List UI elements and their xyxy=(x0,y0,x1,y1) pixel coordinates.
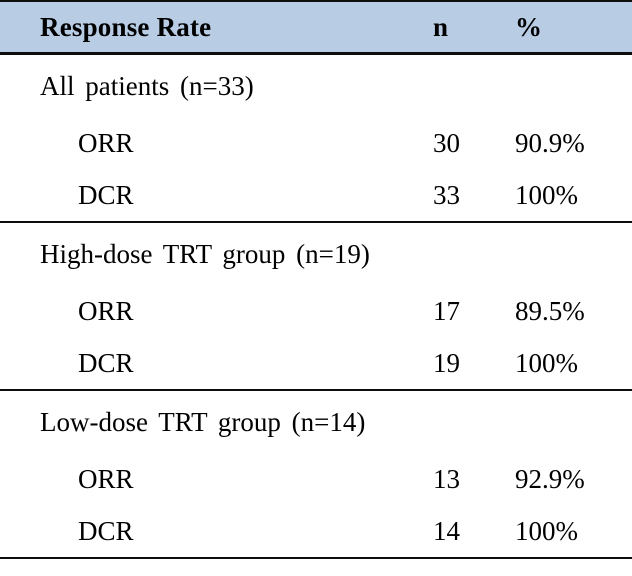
section-label-row: High-dose TRT group (n=19) xyxy=(0,223,632,285)
section-label: All patients (n=33) xyxy=(40,70,254,101)
row-pct-value: 90.9% xyxy=(515,127,585,158)
bottom-whitespace xyxy=(0,559,632,570)
row-label: DCR xyxy=(78,515,134,546)
section-label: Low-dose TRT group (n=14) xyxy=(40,406,366,437)
section-label: High-dose TRT group (n=19) xyxy=(40,238,370,269)
table-row-dcr: DCR 19 100% xyxy=(0,337,632,389)
row-n-value: 14 xyxy=(433,515,460,546)
header-percent: % xyxy=(515,11,542,42)
header-response-rate: Response Rate xyxy=(40,11,212,42)
table-row-orr: ORR 17 89.5% xyxy=(0,285,632,337)
table-header-row: Response Rate n % xyxy=(0,0,632,55)
section-high-dose: High-dose TRT group (n=19) ORR 17 89.5% … xyxy=(0,223,632,391)
table-row-dcr: DCR 14 100% xyxy=(0,505,632,557)
row-n-value: 19 xyxy=(433,347,460,378)
header-n: n xyxy=(433,11,449,42)
row-label: DCR xyxy=(78,179,134,210)
table-row-dcr: DCR 33 100% xyxy=(0,169,632,221)
row-n-value: 17 xyxy=(433,295,460,326)
row-label: ORR xyxy=(78,295,134,326)
row-pct-value: 100% xyxy=(515,179,578,210)
table-row-orr: ORR 13 92.9% xyxy=(0,453,632,505)
section-all-patients: All patients (n=33) ORR 30 90.9% DCR 33 … xyxy=(0,55,632,223)
row-n-value: 30 xyxy=(433,127,460,158)
section-low-dose: Low-dose TRT group (n=14) ORR 13 92.9% D… xyxy=(0,391,632,559)
section-label-row: All patients (n=33) xyxy=(0,55,632,117)
row-pct-value: 100% xyxy=(515,515,578,546)
table-row-orr: ORR 30 90.9% xyxy=(0,117,632,169)
section-label-row: Low-dose TRT group (n=14) xyxy=(0,391,632,453)
row-label: DCR xyxy=(78,347,134,378)
row-pct-value: 92.9% xyxy=(515,463,585,494)
row-pct-value: 100% xyxy=(515,347,578,378)
row-n-value: 33 xyxy=(433,179,460,210)
row-pct-value: 89.5% xyxy=(515,295,585,326)
row-label: ORR xyxy=(78,463,134,494)
row-label: ORR xyxy=(78,127,134,158)
row-n-value: 13 xyxy=(433,463,460,494)
